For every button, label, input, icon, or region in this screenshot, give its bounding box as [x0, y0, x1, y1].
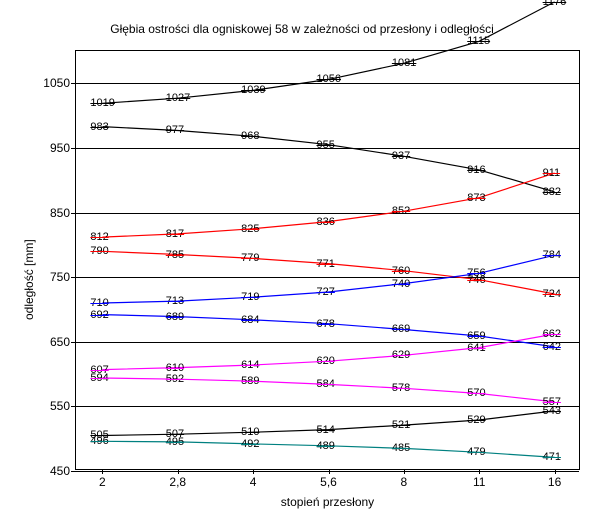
data-label: 784: [543, 249, 561, 261]
data-label: 977: [166, 124, 184, 136]
data-label: 578: [392, 382, 410, 394]
data-label: 684: [241, 314, 259, 326]
data-label: 836: [317, 216, 335, 228]
data-label: 678: [317, 318, 335, 330]
data-label: 543: [543, 405, 561, 417]
data-label: 727: [317, 286, 335, 298]
data-label: 570: [467, 387, 485, 399]
data-label: 584: [317, 378, 335, 390]
data-label: 937: [392, 150, 410, 162]
data-label: 955: [317, 139, 335, 151]
data-label: 1019: [90, 97, 114, 109]
xtick-label: 8: [401, 475, 408, 489]
data-label: 1056: [317, 73, 341, 85]
y-axis-label: odległość [mm]: [22, 239, 36, 320]
data-label: 719: [241, 291, 259, 303]
ytick-mark: [71, 471, 76, 472]
data-label: 485: [392, 442, 410, 454]
data-label: 1027: [166, 92, 190, 104]
data-label: 882: [543, 186, 561, 198]
data-label: 592: [166, 373, 184, 385]
data-label: 495: [166, 436, 184, 448]
data-label: 514: [317, 424, 335, 436]
data-label: 983: [90, 121, 108, 133]
data-label: 479: [467, 446, 485, 458]
data-label: 610: [166, 362, 184, 374]
data-label: 669: [392, 323, 410, 335]
ytick-label: 750: [50, 270, 70, 284]
data-label: 911: [543, 167, 561, 179]
data-label: 968: [241, 130, 259, 142]
data-label: 916: [467, 164, 485, 176]
series-line-s1_upper: [102, 2, 554, 103]
data-label: 790: [90, 245, 108, 257]
data-label: 1176: [543, 0, 567, 8]
data-label: 1081: [392, 57, 416, 69]
plot-area: 450550650750850950105022,845,68111610191…: [75, 50, 580, 470]
data-label: 594: [90, 372, 108, 384]
xtick-label: 4: [250, 475, 257, 489]
data-label: 779: [241, 252, 259, 264]
data-label: 642: [543, 341, 561, 353]
ytick-label: 1050: [43, 76, 70, 90]
ytick-label: 550: [50, 399, 70, 413]
data-label: 1039: [241, 84, 265, 96]
data-label: 641: [467, 342, 485, 354]
data-label: 740: [392, 278, 410, 290]
data-label: 489: [317, 440, 335, 452]
data-label: 710: [90, 297, 108, 309]
data-label: 629: [392, 349, 410, 361]
xtick-label: 16: [548, 475, 561, 489]
data-label: 620: [317, 355, 335, 367]
x-axis-label: stopień przesłony: [75, 495, 580, 509]
data-label: 713: [166, 295, 184, 307]
data-label: 659: [467, 330, 485, 342]
ytick-label: 650: [50, 335, 70, 349]
data-label: 589: [241, 375, 259, 387]
xtick-label: 2: [99, 475, 106, 489]
data-label: 785: [166, 249, 184, 261]
xtick-label: 5,6: [320, 475, 337, 489]
data-label: 724: [543, 288, 561, 300]
data-label: 521: [392, 419, 410, 431]
data-label: 771: [317, 258, 335, 270]
data-label: 510: [241, 426, 259, 438]
data-label: 873: [467, 192, 485, 204]
data-label: 662: [543, 328, 561, 340]
gridline: [76, 471, 579, 472]
data-label: 1115: [467, 35, 490, 47]
data-label: 812: [90, 231, 108, 243]
ytick-label: 850: [50, 206, 70, 220]
xtick-label: 11: [473, 475, 485, 489]
data-label: 689: [166, 311, 184, 323]
data-label: 760: [392, 265, 410, 277]
xtick-label: 2,8: [169, 475, 186, 489]
data-label: 471: [543, 451, 561, 463]
data-label: 825: [241, 223, 259, 235]
data-label: 692: [90, 309, 108, 321]
data-label: 817: [166, 228, 184, 240]
data-label: 529: [467, 414, 485, 426]
ytick-label: 450: [50, 464, 70, 478]
data-label: 492: [241, 438, 259, 450]
chart-container: Głębia ostrości dla ogniskowej 58 w zale…: [0, 0, 604, 515]
ytick-label: 950: [50, 141, 70, 155]
data-label: 614: [241, 359, 259, 371]
data-label: 756: [467, 267, 485, 279]
data-label: 852: [392, 205, 410, 217]
data-label: 496: [90, 435, 108, 447]
